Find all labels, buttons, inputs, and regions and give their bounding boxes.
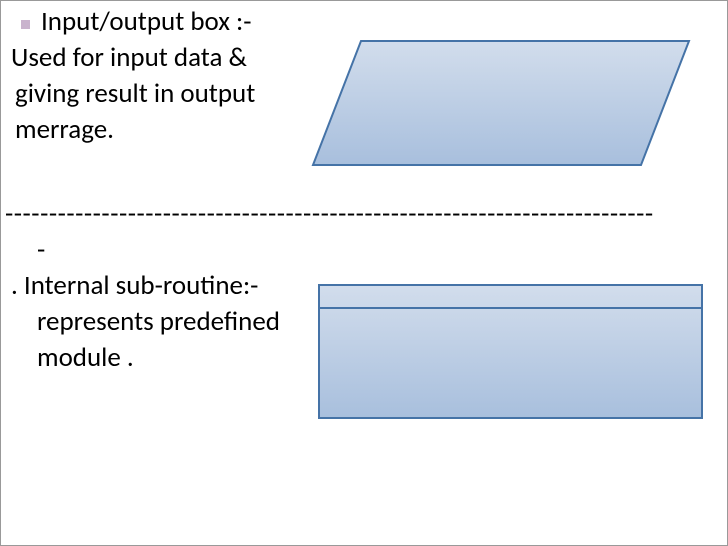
subroutine-rect-shape [318,284,703,419]
io-parallelogram-shape [311,39,691,167]
bullet-square-icon [21,20,30,29]
section2-line2: module . [37,341,134,374]
slide: Input/output box :- Used for input data … [0,0,728,546]
section1-title: Input/output box :- [41,5,252,38]
section2-title: . Internal sub-routine:- [11,269,258,302]
divider-line1: ----------------------------------------… [5,197,654,230]
section2-line1: represents predefined [37,305,280,338]
section1-line3: merrage. [15,113,114,146]
section1-line2: giving result in output [15,77,255,110]
section1-line1: Used for input data & [11,41,247,74]
divider-line2: - [37,233,45,266]
